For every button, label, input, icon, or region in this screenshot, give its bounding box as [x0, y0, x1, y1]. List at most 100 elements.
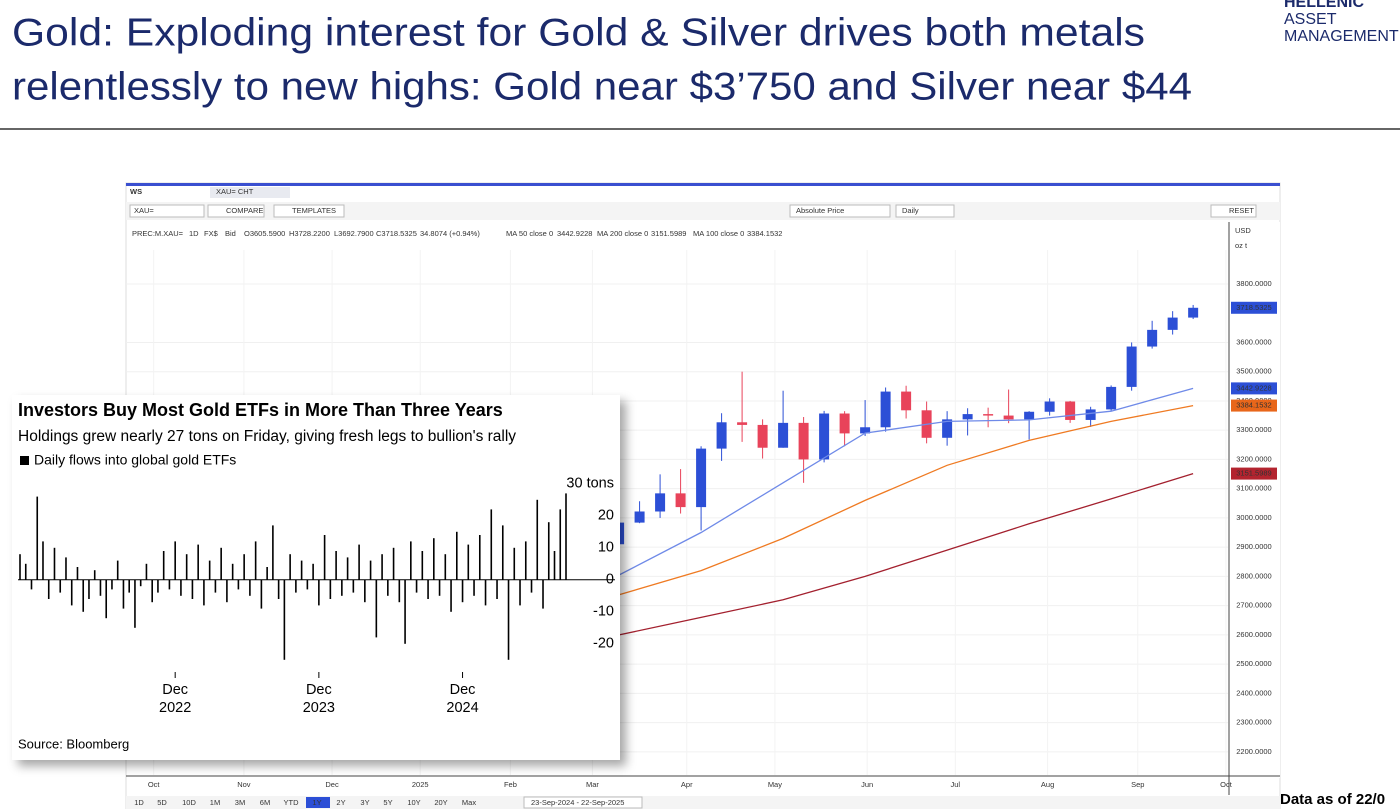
bar [226, 579, 228, 603]
bar [151, 579, 153, 603]
x-tick-label: Jul [951, 780, 961, 789]
tb-button[interactable] [273, 204, 345, 218]
dropdown[interactable] [789, 204, 891, 218]
range-button[interactable]: 6M [260, 798, 270, 807]
range-button[interactable]: 20Y [434, 798, 447, 807]
candle-body [1003, 415, 1014, 420]
range-button[interactable]: 10D [182, 798, 196, 807]
bar [128, 579, 130, 593]
last-value-label: 3384.1532 [1236, 401, 1271, 410]
candle-body [880, 391, 891, 428]
bar [191, 579, 194, 599]
range-button[interactable]: 1M [210, 798, 220, 807]
y-tick-label: 20 [598, 508, 614, 524]
bar [456, 531, 458, 580]
quote-field: PREC:M.XAU= [132, 229, 184, 238]
bar [404, 579, 406, 644]
quote-field: O3605.5900 [244, 229, 285, 238]
legend-label: MA 100 close 0 [693, 229, 744, 238]
range-button[interactable]: 1D [134, 798, 144, 807]
bar [530, 579, 533, 593]
y-tick-label: 30 tons [566, 476, 614, 492]
bar [352, 579, 355, 593]
search-box[interactable] [129, 204, 205, 218]
bar [433, 538, 435, 580]
bar [300, 560, 303, 580]
inset-subtitle: Holdings grew nearly 27 tons on Friday, … [18, 428, 516, 445]
reset-button[interactable] [1210, 204, 1257, 218]
y-tick-label: 2400.0000 [1236, 688, 1271, 697]
legend-swatch [20, 456, 29, 465]
logo-text: HELLENIC [1284, 0, 1364, 11]
bar [381, 554, 383, 580]
candle-body [1085, 409, 1096, 420]
range-button[interactable]: 5D [157, 798, 167, 807]
bar [30, 579, 33, 590]
bar [214, 579, 217, 593]
bar [478, 535, 481, 580]
candle-body [1167, 317, 1178, 330]
bar [70, 579, 73, 606]
bar [272, 525, 274, 580]
y-tick-label: 2700.0000 [1236, 601, 1271, 610]
x-tick-label: Apr [681, 780, 693, 789]
button-label: TEMPLATES [292, 206, 336, 215]
range-button[interactable]: 2Y [336, 798, 345, 807]
y-tick-label: 3300.0000 [1236, 425, 1271, 434]
range-button[interactable]: 10Y [407, 798, 420, 807]
candle-body [1044, 401, 1055, 412]
bar [553, 551, 556, 580]
legend-value: 3384.1532 [747, 229, 782, 238]
legend-label: MA 50 close 0 [506, 229, 553, 238]
range-button[interactable]: 3Y [360, 798, 369, 807]
bar [105, 579, 108, 619]
bar [519, 579, 521, 606]
bar [254, 541, 257, 580]
footer-note: Data as of 22/0 [1280, 791, 1385, 808]
y-tick-label: 2300.0000 [1236, 718, 1271, 727]
y-tick-label: 3500.0000 [1236, 367, 1271, 376]
bar [392, 547, 395, 580]
bar [42, 541, 44, 580]
x-tick-label: May [768, 780, 782, 789]
bar [524, 541, 527, 580]
x-tick-label: Jun [861, 780, 873, 789]
tab[interactable]: WS [130, 187, 142, 196]
candle-body [798, 422, 809, 460]
legend-value: 3442.9228 [557, 229, 592, 238]
bar [162, 551, 165, 580]
range-button[interactable]: 5Y [383, 798, 392, 807]
dropdown-label: Absolute Price [796, 206, 844, 215]
dropdown[interactable] [895, 204, 955, 218]
range-button[interactable]: 3M [235, 798, 245, 807]
bar [82, 579, 85, 612]
x-tick-label: Oct [1220, 780, 1233, 789]
bar [329, 579, 332, 599]
bar [157, 579, 159, 593]
candle-body [942, 419, 953, 438]
last-value-label: 3151.5989 [1236, 469, 1271, 478]
x-tick-label: Dec 2024 [446, 682, 478, 716]
bar [542, 579, 544, 609]
slide-title: relentlessly to new highs: Gold near $3’… [12, 65, 1192, 108]
bar [467, 544, 470, 580]
bar [450, 579, 452, 612]
bar [490, 509, 493, 580]
tb-button[interactable] [207, 204, 265, 218]
bar [19, 554, 21, 580]
candle-body [839, 413, 850, 434]
bar [65, 557, 67, 580]
bar [375, 579, 378, 638]
range-button[interactable]: Max [462, 798, 476, 807]
range-button[interactable]: YTD [284, 798, 300, 807]
bar [461, 579, 464, 603]
quote-field: Bid [225, 229, 236, 238]
bar [180, 579, 182, 596]
bar [415, 579, 418, 593]
bar [427, 579, 429, 599]
range-button[interactable]: 1Y [312, 798, 321, 807]
tab[interactable]: XAU= CHT [216, 187, 254, 196]
bar [312, 563, 314, 580]
bar [277, 579, 280, 599]
